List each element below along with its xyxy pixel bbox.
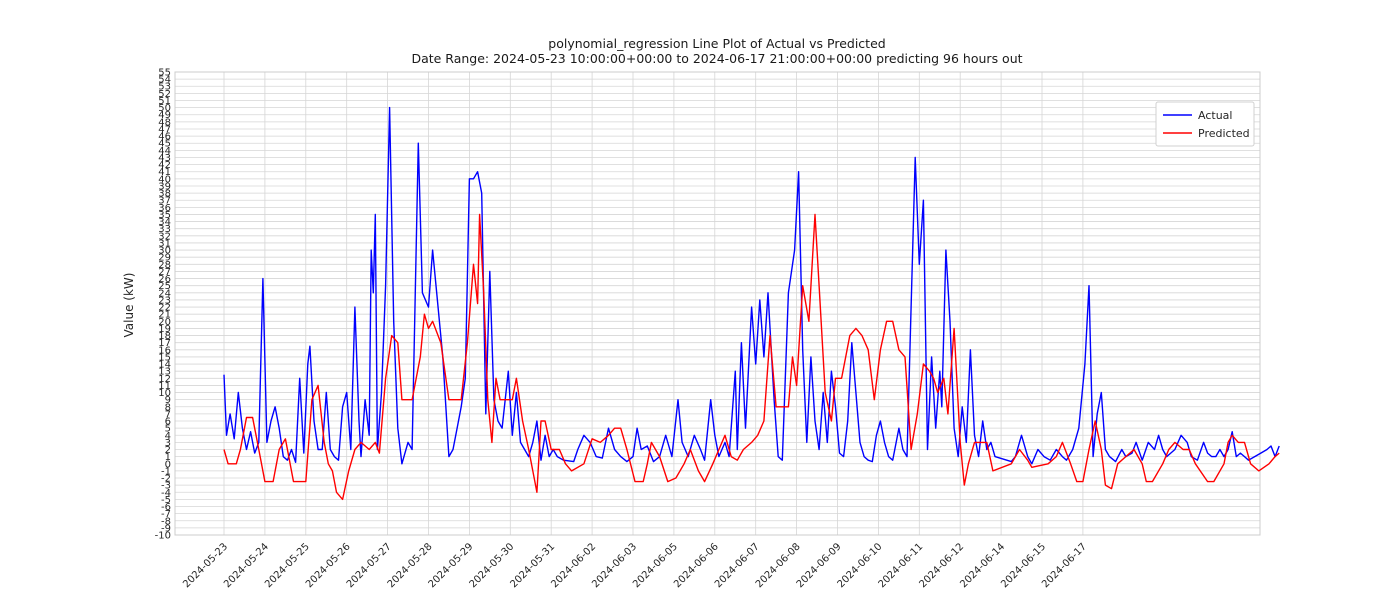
y-tick-label: 51 [158, 96, 171, 107]
y-tick-label: 49 [158, 110, 171, 121]
series-lines [223, 106, 1280, 501]
y-tick-label: 39 [158, 181, 171, 192]
y-tick-label: -5 [161, 495, 171, 506]
y-tick-label: 44 [158, 146, 171, 157]
y-tick-label: 5 [165, 424, 171, 435]
y-tick-label: 34 [158, 217, 171, 228]
y-tick-label: 45 [158, 139, 171, 150]
y-tick-label: 42 [158, 160, 171, 171]
y-tick-label: 36 [158, 203, 171, 214]
series-line-actual [223, 106, 1280, 465]
y-tick-label: 14 [158, 360, 171, 371]
y-tick-label: 41 [158, 167, 171, 178]
y-tick-label: 19 [158, 324, 171, 335]
grid [175, 71, 1260, 536]
y-tick-label: 46 [158, 132, 171, 143]
y-tick-label: 22 [158, 303, 171, 314]
y-tick-label: 16 [158, 345, 171, 356]
y-tick-label: 7 [165, 409, 171, 420]
y-tick-label: 31 [158, 238, 171, 249]
y-tick-label: 30 [158, 246, 171, 257]
y-tick-label: -3 [161, 481, 171, 492]
chart-subtitle: Date Range: 2024-05-23 10:00:00+00:00 to… [411, 51, 1022, 66]
y-tick-label: 26 [158, 274, 171, 285]
y-tick-label: 23 [158, 295, 171, 306]
y-tick-label: 17 [158, 338, 171, 349]
y-tick-label: 29 [158, 253, 171, 264]
y-tick-label: -6 [161, 502, 171, 513]
y-tick-label: 32 [158, 231, 171, 242]
y-tick-label: 40 [158, 174, 171, 185]
y-tick-label: -2 [161, 474, 171, 485]
y-tick-label: 6 [165, 417, 171, 428]
y-tick-label: 24 [158, 288, 171, 299]
y-tick-label: 9 [165, 395, 171, 406]
y-tick-label: 11 [158, 381, 171, 392]
y-tick-label: 33 [158, 224, 171, 235]
y-tick-label: -4 [161, 488, 171, 499]
y-tick-label: 13 [158, 367, 171, 378]
y-tick-label: 8 [165, 402, 171, 413]
y-tick-label: 54 [158, 75, 171, 86]
y-tick-label: 0 [165, 459, 171, 470]
y-tick-label: -9 [161, 523, 171, 534]
legend: Actual Predicted [1155, 101, 1255, 147]
y-tick-label: 4 [165, 431, 171, 442]
series-line-predicted [223, 213, 1280, 501]
y-tick-label: 50 [158, 103, 171, 114]
y-tick-label: 35 [158, 210, 171, 221]
y-tick-label: -8 [161, 516, 171, 527]
y-tick-label: 20 [158, 317, 171, 328]
chart-title: polynomial_regression Line Plot of Actua… [548, 36, 885, 51]
y-tick-label: 15 [158, 352, 171, 363]
y-tick-label: 47 [158, 124, 171, 135]
y-tick-label: 43 [158, 153, 171, 164]
y-tick-label: -1 [161, 466, 171, 477]
y-tick-label: 21 [158, 310, 171, 321]
y-tick-label: 38 [158, 189, 171, 200]
legend-label-predicted: Predicted [1198, 127, 1250, 140]
y-tick-label: 12 [158, 374, 171, 385]
y-tick-label: 10 [158, 388, 171, 399]
plot-area-frame [174, 71, 1261, 536]
y-tick-label: 3 [165, 438, 171, 449]
y-tick-label: 37 [158, 196, 171, 207]
y-tick-label: -10 [155, 531, 171, 542]
y-tick-label: 27 [158, 267, 171, 278]
y-axis-label: Value (kW) [122, 273, 136, 338]
y-tick-label: 1 [165, 452, 171, 463]
x-tick-labels: 2024-05-232024-05-242024-05-252024-05-26… [181, 541, 1089, 590]
y-tick-label: 53 [158, 82, 171, 93]
y-tick-labels: -10-9-8-7-6-5-4-3-2-10123456789101112131… [155, 68, 171, 542]
y-tick-label: 48 [158, 117, 171, 128]
y-tick-label: -7 [161, 509, 171, 520]
y-tick-label: 55 [158, 68, 171, 79]
y-tick-label: 2 [165, 445, 171, 456]
legend-box [1155, 101, 1255, 147]
y-tick-label: 18 [158, 331, 171, 342]
y-tick-label: 52 [158, 89, 171, 100]
legend-label-actual: Actual [1198, 109, 1232, 122]
y-tick-label: 28 [158, 260, 171, 271]
y-tick-label: 25 [158, 281, 171, 292]
